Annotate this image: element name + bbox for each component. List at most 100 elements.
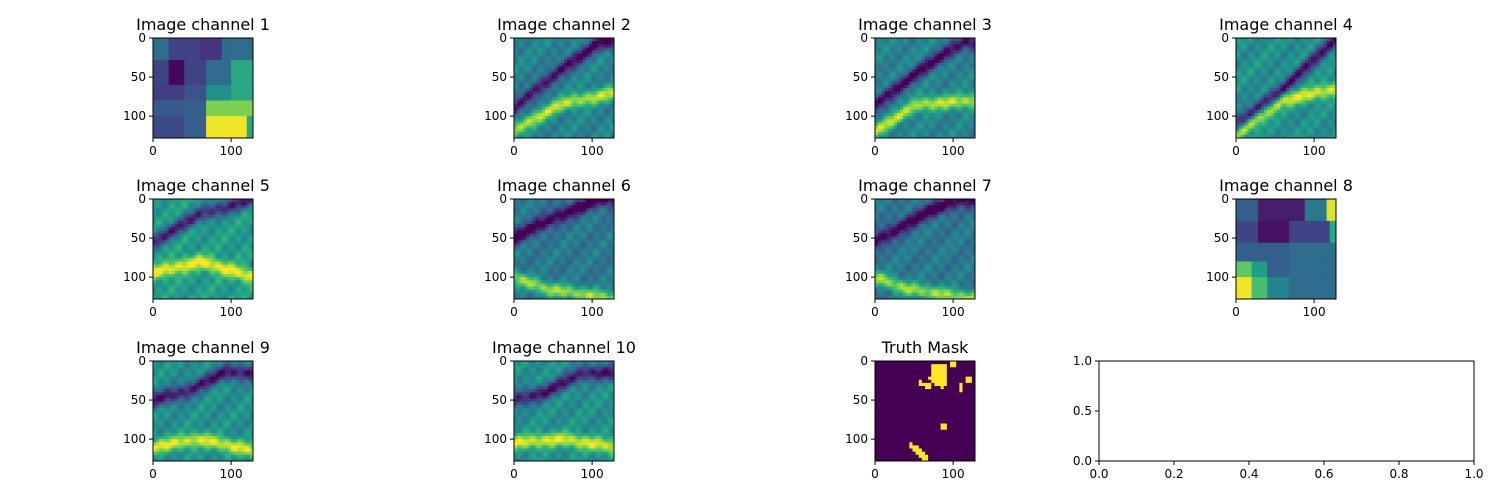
heatmap-cell (523, 53, 527, 58)
heatmap-cell (178, 245, 182, 250)
heatmap-cell (514, 91, 518, 95)
heatmap-cell (582, 125, 587, 130)
heatmap-cell (526, 122, 531, 126)
heatmap-cell (962, 44, 967, 48)
heatmap-cell (178, 78, 182, 83)
heatmap-cell (564, 88, 568, 92)
heatmap-cell (1332, 88, 1337, 92)
subplot-title: Image channel 3 (858, 15, 992, 34)
heatmap-cell (937, 128, 942, 133)
heatmap-cell (1264, 100, 1268, 105)
heatmap-cell (965, 53, 970, 58)
heatmap-cell (159, 84, 163, 89)
heatmap-cell (1311, 78, 1315, 83)
heatmap-cell (1264, 119, 1268, 123)
heatmap-cell (589, 94, 593, 98)
heatmap-cell (592, 81, 596, 86)
heatmap-cell (1317, 125, 1321, 130)
heatmap-cell (1248, 94, 1253, 98)
heatmap-cell (162, 224, 166, 228)
heatmap-cell (523, 128, 527, 133)
heatmap-cell (1245, 94, 1249, 98)
heatmap-cell (224, 100, 229, 105)
heatmap-cell (564, 59, 568, 64)
heatmap-cell (526, 38, 531, 42)
heatmap-cell (209, 47, 213, 51)
heatmap-cell (520, 116, 524, 120)
heatmap-cell (153, 41, 157, 45)
heatmap-cell (595, 72, 599, 76)
heatmap-cell (1279, 41, 1284, 45)
heatmap-cell (1317, 69, 1321, 73)
heatmap-cell (539, 94, 543, 98)
heatmap-cell (190, 227, 195, 231)
heatmap-cell (884, 131, 888, 136)
heatmap-cell (1257, 53, 1262, 58)
heatmap-cell (156, 283, 160, 287)
heatmap-cell (931, 50, 935, 55)
heatmap-cell (1298, 84, 1303, 89)
heatmap-cell (545, 38, 549, 42)
heatmap-cell (181, 255, 185, 259)
heatmap-cell (921, 59, 926, 64)
heatmap-cell (881, 100, 885, 105)
heatmap-cell (539, 78, 543, 83)
heatmap-cell (1273, 134, 1278, 139)
heatmap-cell (918, 59, 923, 64)
heatmap-cell (971, 66, 976, 70)
heatmap-cell (1267, 53, 1271, 58)
heatmap-cell (532, 47, 537, 51)
heatmap-cell (162, 59, 166, 64)
heatmap-cell (228, 53, 232, 58)
heatmap-cell (928, 94, 932, 98)
heatmap-cell (1242, 69, 1246, 73)
heatmap-cell (890, 56, 895, 61)
heatmap-cell (178, 220, 182, 225)
heatmap-cell (1304, 113, 1309, 117)
heatmap-cell (206, 75, 210, 80)
heatmap-cell (203, 84, 207, 89)
heatmap-cell (570, 50, 574, 55)
heatmap-cell (529, 53, 534, 58)
heatmap-cell (1311, 81, 1315, 86)
heatmap-cell (249, 66, 254, 70)
heatmap-cell (168, 53, 173, 58)
heatmap-cell (934, 106, 938, 111)
heatmap-cell (523, 125, 527, 130)
heatmap-cell (934, 113, 938, 117)
heatmap-cell (1317, 103, 1321, 108)
heatmap-cell (950, 78, 954, 83)
heatmap-cell (1242, 38, 1246, 42)
heatmap-cell (900, 47, 904, 51)
heatmap-cell (190, 100, 195, 105)
heatmap-cell (542, 94, 546, 98)
heatmap-cell (906, 94, 910, 98)
heatmap-cell (1236, 72, 1240, 76)
heatmap-cell (1273, 100, 1278, 105)
heatmap-cell (950, 119, 954, 123)
heatmap-cell (1251, 53, 1256, 58)
heatmap-cell (209, 94, 213, 98)
heatmap-cell (1279, 50, 1284, 55)
heatmap-cell (517, 59, 521, 64)
heatmap-cell (193, 94, 198, 98)
heatmap-cell (221, 205, 226, 209)
heatmap-cell (520, 103, 524, 108)
heatmap-cell (921, 41, 926, 45)
heatmap-cell (184, 295, 188, 300)
heatmap-cell (184, 236, 188, 241)
heatmap-cell (1254, 47, 1259, 51)
heatmap-cell (221, 103, 226, 108)
heatmap-cell (573, 125, 577, 130)
heatmap-cell (564, 106, 568, 111)
heatmap-cell (950, 131, 954, 136)
heatmap-cell (181, 47, 185, 51)
heatmap-cell (943, 97, 948, 101)
heatmap-cell (209, 56, 213, 61)
heatmap-cell (959, 81, 963, 86)
heatmap-cell (234, 69, 238, 73)
heatmap-cell (959, 47, 963, 51)
heatmap-cell (193, 91, 198, 95)
heatmap-cell (539, 81, 543, 86)
heatmap-cell (875, 106, 879, 111)
